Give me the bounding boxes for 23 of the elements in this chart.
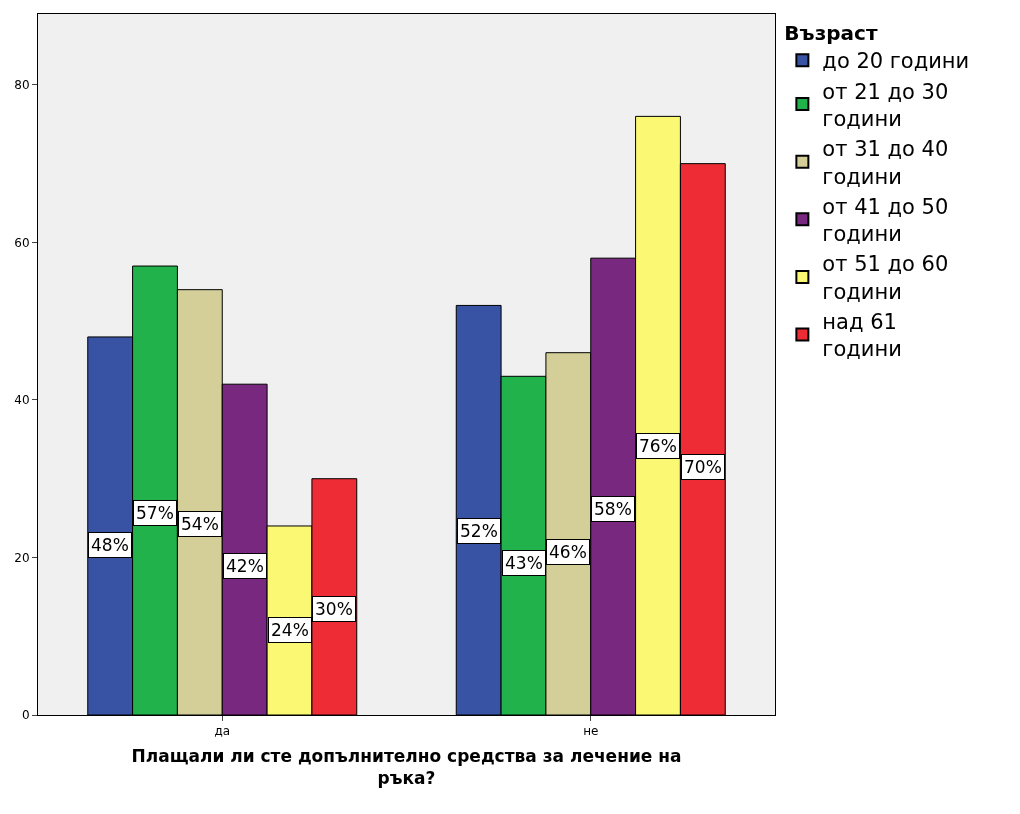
data-label: 52% xyxy=(460,521,498,541)
y-tick-label: 40 xyxy=(14,393,30,408)
x-axis-title: Плащали ли сте допълнително средства за лечение на ръка? xyxy=(131,745,682,788)
y-tick-label: 80 xyxy=(14,78,30,93)
legend-label: до 20 години xyxy=(822,49,970,74)
x-tick-label: не xyxy=(583,724,599,739)
data-label: 54% xyxy=(181,514,219,534)
data-label: 43% xyxy=(505,553,543,573)
data-label: 48% xyxy=(91,535,129,555)
data-label: 70% xyxy=(684,457,722,477)
data-label: 30% xyxy=(315,599,353,619)
data-label: 46% xyxy=(549,542,587,562)
data-label: 76% xyxy=(639,436,677,456)
y-tick-label: 0 xyxy=(21,708,30,723)
data-label: 58% xyxy=(594,499,632,519)
legend-label: над 61 години xyxy=(822,310,902,362)
x-tick-label: да xyxy=(214,724,231,739)
data-label: 57% xyxy=(136,503,174,523)
y-tick-label: 60 xyxy=(14,235,30,250)
data-label: 24% xyxy=(271,620,309,640)
legend-title: Възраст xyxy=(784,21,878,45)
data-label: 42% xyxy=(226,556,264,576)
y-tick-label: 20 xyxy=(14,550,30,565)
